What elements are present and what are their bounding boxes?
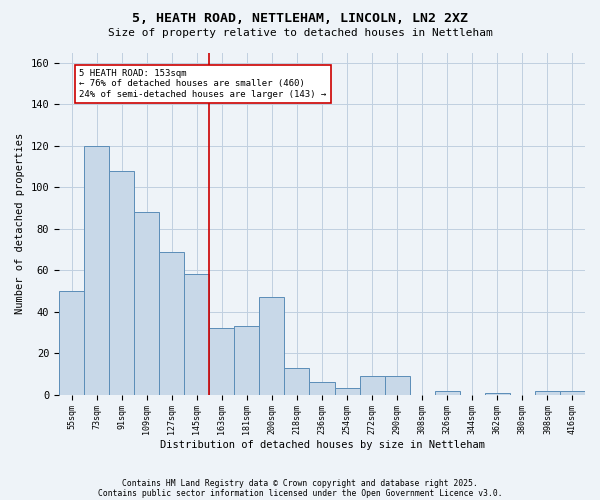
Bar — [209, 328, 235, 394]
Bar — [159, 252, 184, 394]
Bar — [485, 392, 510, 394]
Bar — [335, 388, 359, 394]
Text: Size of property relative to detached houses in Nettleham: Size of property relative to detached ho… — [107, 28, 493, 38]
Text: 5 HEATH ROAD: 153sqm
← 76% of detached houses are smaller (460)
24% of semi-deta: 5 HEATH ROAD: 153sqm ← 76% of detached h… — [79, 69, 326, 99]
Bar — [310, 382, 335, 394]
Bar — [259, 297, 284, 394]
Bar — [284, 368, 310, 394]
Bar — [385, 376, 410, 394]
Y-axis label: Number of detached properties: Number of detached properties — [15, 133, 25, 314]
Bar — [359, 376, 385, 394]
Bar — [109, 170, 134, 394]
Text: Contains public sector information licensed under the Open Government Licence v3: Contains public sector information licen… — [98, 488, 502, 498]
Bar — [235, 326, 259, 394]
Bar — [435, 390, 460, 394]
Bar — [184, 274, 209, 394]
Bar — [535, 390, 560, 394]
Text: Contains HM Land Registry data © Crown copyright and database right 2025.: Contains HM Land Registry data © Crown c… — [122, 478, 478, 488]
Text: 5, HEATH ROAD, NETTLEHAM, LINCOLN, LN2 2XZ: 5, HEATH ROAD, NETTLEHAM, LINCOLN, LN2 2… — [132, 12, 468, 26]
Bar — [59, 291, 84, 395]
Bar — [134, 212, 159, 394]
Bar — [84, 146, 109, 394]
X-axis label: Distribution of detached houses by size in Nettleham: Distribution of detached houses by size … — [160, 440, 485, 450]
Bar — [560, 390, 585, 394]
